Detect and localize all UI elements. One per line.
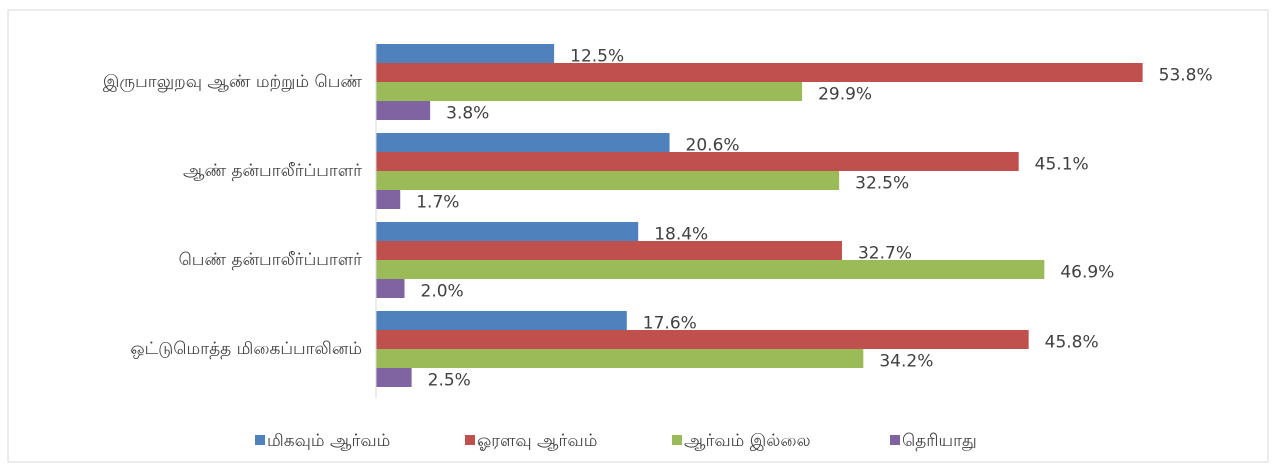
value-label: 32.7% bbox=[858, 244, 912, 264]
legend-label: ஆர்வம் இல்லை bbox=[684, 431, 811, 451]
category-label: பெண் தன்பாலீர்ப்பாளர் bbox=[179, 250, 363, 270]
value-label: 12.5% bbox=[570, 47, 624, 67]
value-label: 17.6% bbox=[643, 314, 697, 334]
value-label: 20.6% bbox=[686, 136, 740, 156]
value-label: 46.9% bbox=[1060, 263, 1114, 283]
value-label: 18.4% bbox=[654, 225, 708, 245]
legend-swatch bbox=[890, 435, 900, 445]
bar bbox=[376, 133, 670, 152]
legend-label: தெரியாது bbox=[902, 431, 977, 451]
bar bbox=[376, 330, 1029, 349]
value-label: 2.0% bbox=[421, 282, 464, 302]
value-label: 45.1% bbox=[1035, 155, 1089, 175]
bar bbox=[376, 368, 412, 387]
legend-swatch bbox=[255, 435, 265, 445]
bar bbox=[376, 349, 864, 368]
bar bbox=[376, 311, 627, 330]
bar bbox=[376, 63, 1143, 82]
legend-label: மிகவும் ஆர்வம் bbox=[267, 431, 390, 451]
category-label: இருபாலுறவு ஆண் மற்றும் பெண் bbox=[103, 72, 363, 92]
bar bbox=[376, 152, 1019, 171]
bar bbox=[376, 241, 842, 260]
bar bbox=[376, 101, 431, 120]
category-label: ஆண் தன்பாலீர்ப்பாளர் bbox=[183, 161, 362, 181]
bar bbox=[376, 222, 639, 241]
legend-label: ஓரளவு ஆர்வம் bbox=[477, 431, 597, 451]
bar bbox=[376, 44, 555, 63]
value-label: 1.7% bbox=[416, 193, 459, 213]
bar bbox=[376, 279, 405, 298]
legend-swatch bbox=[672, 435, 682, 445]
value-label: 45.8% bbox=[1045, 333, 1099, 353]
value-label: 29.9% bbox=[818, 85, 872, 105]
value-label: 32.5% bbox=[855, 174, 909, 194]
bar bbox=[376, 171, 840, 190]
bar bbox=[376, 260, 1045, 279]
bar bbox=[376, 190, 401, 209]
legend-swatch bbox=[465, 435, 475, 445]
value-label: 3.8% bbox=[446, 104, 489, 124]
category-label: ஒட்டுமொத்த மிகைப்பாலினம் bbox=[130, 339, 362, 359]
value-label: 53.8% bbox=[1159, 66, 1213, 86]
value-label: 34.2% bbox=[879, 352, 933, 372]
value-label: 2.5% bbox=[428, 371, 471, 391]
bar bbox=[376, 82, 803, 101]
